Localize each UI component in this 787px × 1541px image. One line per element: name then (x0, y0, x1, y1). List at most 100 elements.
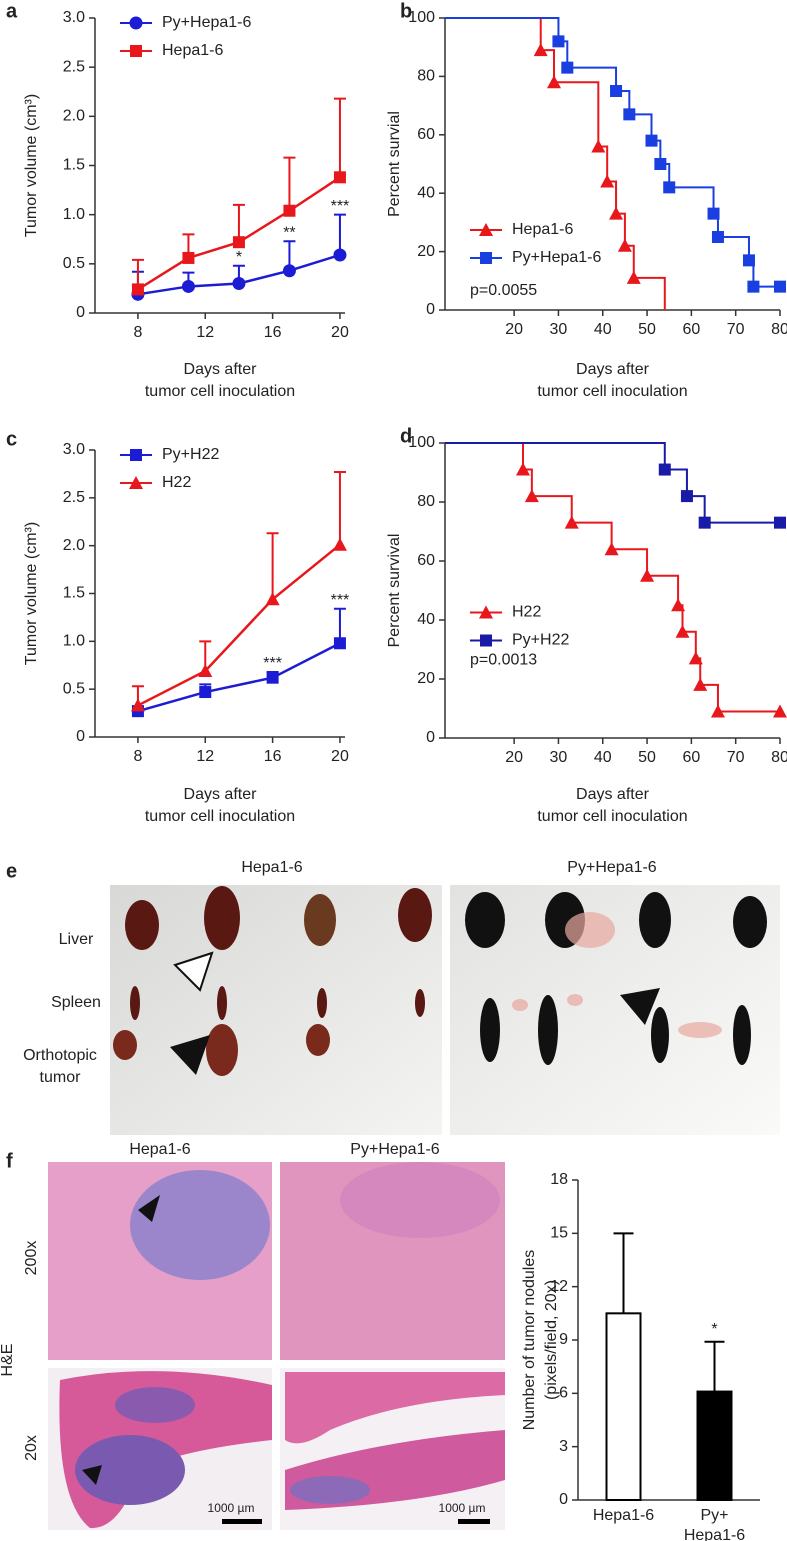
marker (266, 671, 279, 684)
text-line: tumor cell inoculation (537, 383, 687, 400)
marker (333, 171, 346, 184)
marker (640, 568, 655, 582)
y-tick-label: 0 (559, 1491, 568, 1508)
arrowhead (138, 1195, 160, 1222)
photo-panel-e: e Hepa1-6 Py+Hepa1-6 Liver Spleen Orthot… (6, 859, 780, 1135)
y-axis-label: Number of tumor nodules (pixels/field, 20… (521, 1250, 560, 1431)
y-tick-label: 15 (550, 1225, 568, 1242)
y-tick-label: 0 (76, 728, 85, 745)
error-bar (613, 1232, 634, 1314)
marker (774, 280, 786, 293)
column-title: Py+Hepa1-6 (567, 859, 656, 876)
y-tick-label: 0.5 (63, 255, 85, 272)
x-axis-label: Days after tumor cell inoculation (145, 361, 295, 400)
y-tick-label: 20 (417, 670, 435, 687)
legend-label: H22 (162, 474, 191, 491)
column-title: Py+Hepa1-6 (350, 1141, 439, 1158)
scale-bar (458, 1519, 490, 1524)
marker (663, 181, 676, 194)
marker (547, 75, 562, 89)
y-tick-label: 80 (417, 493, 435, 510)
marker (654, 158, 667, 170)
arrowhead (620, 988, 660, 1025)
marker (645, 134, 658, 147)
stain-label: H&E (0, 1344, 16, 1377)
text-line: tumor cell inoculation (145, 383, 295, 400)
marker (181, 279, 195, 293)
marker (774, 516, 786, 529)
y-tick-label: 9 (559, 1331, 568, 1348)
legend-label: Py+Hepa1-6 (162, 14, 251, 31)
y-tick-label: 40 (417, 184, 435, 201)
y-tick-label: 1.5 (63, 585, 85, 602)
marker (480, 252, 492, 264)
marker (129, 476, 143, 489)
error-bar (266, 532, 279, 600)
y-tick-label: 2.0 (63, 537, 85, 554)
marker (742, 254, 755, 267)
tissue (512, 912, 722, 1038)
x-tick-label: 20 (505, 749, 523, 766)
panel-label: a (6, 0, 18, 22)
marker (693, 677, 708, 691)
marker (333, 637, 346, 650)
marker (688, 651, 703, 665)
marker (198, 663, 213, 677)
marker (711, 231, 724, 243)
legend-label: H22 (512, 604, 541, 621)
tumor-nodule (115, 1387, 195, 1423)
marker (480, 634, 492, 647)
text-line: Hepa1-6 (684, 1527, 745, 1541)
marker (600, 174, 615, 188)
column-title: Hepa1-6 (129, 1141, 190, 1158)
y-tick-label: 20 (417, 243, 435, 260)
marker (130, 45, 142, 57)
y-tick-label: 0 (426, 301, 435, 318)
arrowhead (82, 1465, 102, 1485)
organs (113, 886, 432, 1076)
marker (609, 206, 624, 220)
marker (698, 516, 711, 529)
y-tick-label: 60 (417, 126, 435, 143)
significance: * (711, 1321, 717, 1338)
survival-curve (445, 442, 780, 713)
text-line: Number of tumor nodules (521, 1250, 538, 1431)
row-label: 200x (23, 1241, 40, 1276)
tissue (340, 1162, 500, 1238)
x-tick-label: 70 (727, 321, 745, 338)
y-tick-label: 100 (408, 9, 435, 26)
y-tick-label: 1.0 (63, 206, 85, 223)
y-tick-label: 2.5 (63, 58, 85, 75)
x-tick-label: 50 (638, 321, 656, 338)
panel-label: d (400, 425, 412, 447)
text-line: Days after (576, 786, 650, 803)
legend-label: Py+Hepa1-6 (512, 249, 601, 266)
marker (479, 605, 493, 619)
x-axis-label: Days after tumor cell inoculation (537, 361, 687, 400)
marker (232, 277, 246, 290)
y-tick-label: 3 (559, 1438, 568, 1455)
marker (332, 537, 347, 551)
marker (675, 624, 690, 638)
marker (561, 61, 574, 74)
y-tick-label: 6 (559, 1385, 568, 1402)
marker (591, 139, 606, 153)
marker (604, 542, 619, 556)
significance: *** (331, 592, 350, 609)
bar (696, 1390, 733, 1501)
marker (671, 598, 686, 612)
marker (282, 264, 296, 278)
legend-label: Hepa1-6 (162, 42, 223, 59)
text-line: tumor cell inoculation (537, 808, 687, 825)
photo-panel-f: f Hepa1-6 Py+Hepa1-6 200x 20x H&E 1000 µ… (0, 1141, 505, 1530)
tumor-nodule (75, 1435, 185, 1505)
y-tick-label: 0 (426, 729, 435, 746)
y-tick-label: 40 (417, 611, 435, 628)
row-label: 20x (23, 1435, 40, 1461)
x-tick-label: 40 (594, 321, 612, 338)
legend-label: Py+H22 (512, 632, 569, 649)
x-axis-label: Days after tumor cell inoculation (537, 786, 687, 825)
x-tick-label: 12 (196, 748, 214, 765)
marker (524, 489, 539, 503)
